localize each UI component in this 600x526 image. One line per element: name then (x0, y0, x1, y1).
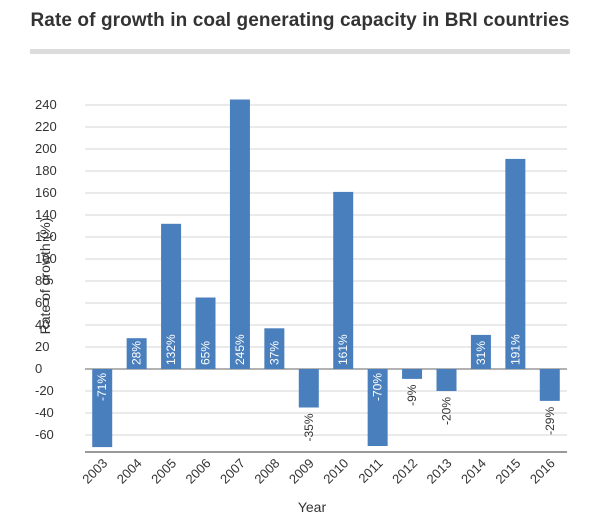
x-tick-label: 2006 (183, 456, 214, 487)
y-tick-label: 120 (35, 229, 57, 244)
y-tick-label: 80 (35, 273, 49, 288)
bar-2003 (92, 369, 113, 448)
x-tick-label: 2003 (79, 456, 110, 487)
data-label: 132% (164, 334, 178, 365)
bar-2010 (333, 191, 354, 369)
bar-2005 (161, 223, 182, 369)
data-label: -35% (302, 413, 316, 441)
y-tick-label: 140 (35, 207, 57, 222)
y-tick-label: 40 (35, 317, 49, 332)
y-tick-label: 220 (35, 119, 57, 134)
y-tick-label: 60 (35, 295, 49, 310)
x-tick-label: 2007 (217, 456, 248, 487)
bar-2016 (539, 369, 560, 401)
y-tick-label: -20 (35, 383, 54, 398)
bar-2009 (298, 369, 319, 408)
x-tick-label: 2009 (286, 456, 317, 487)
bar-2015 (505, 158, 526, 369)
bar-2014 (470, 334, 491, 369)
bar-2007 (229, 99, 250, 369)
x-tick-label: 2005 (148, 456, 179, 487)
bars: -71% 28% 132% 65% 245% 37% -35% 161% -70% -9% -20%… (92, 99, 560, 448)
data-label: -70% (371, 373, 385, 401)
y-tick-label: -40 (35, 405, 54, 420)
y-tick-label: 0 (35, 361, 42, 376)
y-tick-label: -60 (35, 427, 54, 442)
title-divider (30, 49, 570, 54)
y-tick-label: 200 (35, 141, 57, 156)
x-axis-label: Year (298, 499, 327, 515)
bar-2004 (126, 338, 147, 369)
bar-2011 (367, 369, 388, 446)
x-tick-label: 2008 (251, 456, 282, 487)
grid-lines (85, 104, 567, 453)
data-label: 37% (267, 341, 281, 365)
y-tick-label: 100 (35, 251, 57, 266)
x-tick-label: 2014 (458, 456, 489, 487)
y-tick-label: 240 (35, 97, 57, 112)
data-label: 245% (233, 334, 247, 365)
bar-2013 (436, 369, 457, 391)
data-label: -20% (440, 397, 454, 425)
x-tick-label: 2004 (114, 456, 145, 487)
x-tick-label: 2015 (492, 456, 523, 487)
data-label: 161% (336, 334, 350, 365)
bar-2008 (264, 328, 285, 369)
data-label: -9% (405, 384, 419, 406)
data-label: 191% (508, 334, 522, 365)
x-tick-label: 2012 (389, 456, 420, 487)
data-label: -71% (95, 373, 109, 401)
bar-2012 (402, 369, 423, 379)
y-axis-ticks: -60 -40 -20 0 20 40 60 80 100 120 140 160 180 200 220 2… (35, 97, 57, 442)
data-label: 28% (130, 341, 144, 365)
x-tick-label: 2010 (320, 456, 351, 487)
y-tick-label: 180 (35, 163, 57, 178)
chart-title: Rate of growth in coal generating capaci… (30, 10, 570, 31)
y-tick-label: 20 (35, 339, 49, 354)
y-tick-label: 160 (35, 185, 57, 200)
y-axis-label: Rate of growth (%) (37, 218, 53, 335)
x-tick-label: 2016 (527, 456, 558, 487)
bar-2006 (195, 297, 216, 369)
x-tick-label: 2011 (355, 456, 385, 486)
data-label: 31% (474, 341, 488, 365)
data-label: -29% (543, 407, 557, 435)
data-label: 65% (199, 341, 213, 365)
x-tick-label: 2013 (424, 456, 455, 487)
x-axis-ticks: 2003 2004 2005 2006 2007 2008 2009 2010 2011 2012… (79, 456, 558, 487)
